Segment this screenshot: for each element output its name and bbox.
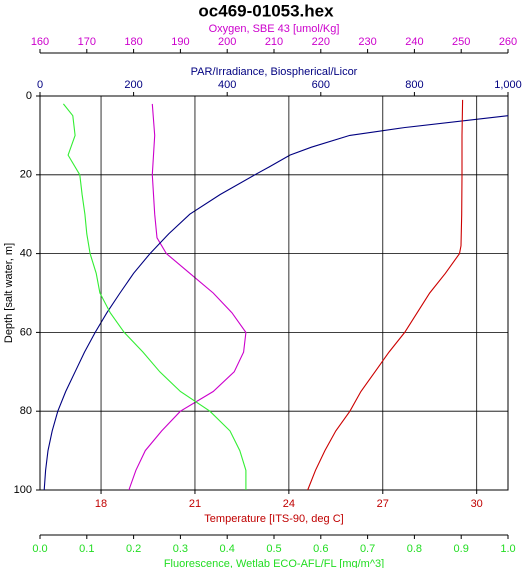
x-tick-label: 1.0 (500, 543, 515, 555)
y-tick-label: 40 (20, 248, 32, 260)
profile-line (128, 103, 247, 491)
x-tick-label: 0 (37, 79, 43, 91)
x-tick-label: 400 (218, 79, 236, 91)
profile-line (307, 99, 464, 491)
x-tick-label: 30 (471, 498, 483, 510)
x-tick-label: 220 (312, 36, 330, 48)
x-tick-label: 160 (31, 36, 49, 48)
x-tick-label: 24 (283, 498, 295, 510)
x-axis-label: Fluorescence, Wetlab ECO-AFL/FL [mg/m^3] (164, 558, 384, 568)
x-tick-label: 260 (499, 36, 517, 48)
x-tick-label: 0.6 (313, 543, 328, 555)
x-tick-label: 600 (312, 79, 330, 91)
x-tick-label: 27 (377, 498, 389, 510)
plot-frame (39, 95, 509, 491)
y-tick-label: 60 (20, 326, 32, 338)
x-tick-label: 180 (124, 36, 142, 48)
x-tick-label: 200 (218, 36, 236, 48)
x-tick-label: 190 (171, 36, 189, 48)
x-tick-label: 0.3 (173, 543, 188, 555)
x-tick-label: 1,000 (494, 79, 522, 91)
x-tick-label: 0.8 (407, 543, 422, 555)
x-tick-label: 240 (405, 36, 423, 48)
x-tick-label: 0.4 (220, 543, 235, 555)
y-tick-label: 20 (20, 169, 32, 181)
profile-line (43, 115, 509, 491)
x-tick-label: 0.9 (454, 543, 469, 555)
x-axis-label: Temperature [ITS-90, deg C] (204, 513, 343, 525)
x-tick-label: 170 (78, 36, 96, 48)
y-tick-label: 80 (20, 405, 32, 417)
y-tick-label: 0 (26, 90, 32, 102)
x-axis-label: Oxygen, SBE 43 [umol/Kg] (209, 23, 340, 35)
y-tick-label: 100 (14, 484, 32, 496)
x-tick-label: 0.7 (360, 543, 375, 555)
x-tick-label: 0.5 (266, 543, 281, 555)
x-tick-label: 0.1 (79, 543, 94, 555)
chart-title: oc469-01053.hex (198, 1, 334, 20)
x-tick-label: 210 (265, 36, 283, 48)
x-tick-label: 230 (358, 36, 376, 48)
x-tick-label: 18 (95, 498, 107, 510)
x-tick-label: 0.2 (126, 543, 141, 555)
x-axis-label: PAR/Irradiance, Biospherical/Licor (191, 66, 358, 78)
x-tick-label: 21 (189, 498, 201, 510)
x-tick-label: 800 (405, 79, 423, 91)
y-axis-label: Depth [salt water, m] (3, 243, 15, 343)
x-tick-label: 0.0 (32, 543, 47, 555)
x-tick-label: 250 (452, 36, 470, 48)
x-tick-label: 200 (124, 79, 142, 91)
profile-line (62, 103, 247, 490)
